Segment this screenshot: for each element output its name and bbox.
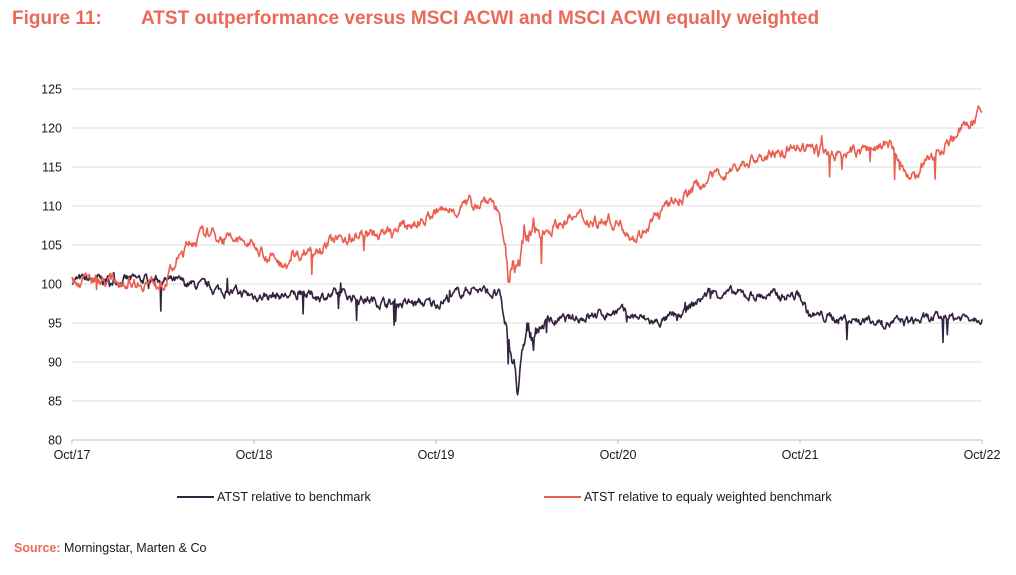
y-tick-label: 125 [41, 83, 62, 97]
legend-item-equal-weighted: ATST relative to equaly weighted benchma… [544, 490, 832, 504]
x-tick-label: Oct/21 [782, 448, 819, 462]
gridlines [72, 88, 982, 402]
x-tick-label: Oct/20 [600, 448, 637, 462]
y-tick-label: 80 [48, 434, 62, 448]
series-line-equal-weighted [71, 105, 983, 293]
source-note: Source: Morningstar, Marten & Co [14, 541, 206, 555]
figure-number: Figure 11: [12, 8, 102, 29]
legend-swatch-equal-weighted [544, 496, 581, 498]
y-axis-ticks: 80 85 90 95 100 105 110 115 120 125 [41, 83, 62, 448]
x-tick-label: Oct/18 [236, 448, 273, 462]
series-group [71, 105, 983, 396]
source-text: Morningstar, Marten & Co [64, 541, 207, 555]
x-tick-label: Oct/22 [964, 448, 1001, 462]
figure-title: Figure 11: ATST outperformance versus MSC… [12, 8, 819, 30]
source-label: Source: [14, 541, 61, 555]
y-tick-label: 105 [41, 239, 62, 253]
legend-label-equal-weighted: ATST relative to equaly weighted benchma… [584, 490, 832, 504]
x-tick-label: Oct/19 [418, 448, 455, 462]
y-tick-label: 90 [48, 356, 62, 370]
y-tick-label: 85 [48, 395, 62, 409]
x-axis: Oct/17 Oct/18 Oct/19 Oct/20 Oct/21 Oct/22 [54, 439, 1001, 462]
legend-item-benchmark: ATST relative to benchmark [177, 490, 371, 504]
series-line-benchmark [71, 271, 983, 396]
y-tick-label: 115 [42, 161, 62, 175]
y-tick-label: 110 [42, 200, 62, 214]
y-tick-label: 120 [41, 122, 62, 136]
y-tick-label: 95 [48, 317, 62, 331]
legend-swatch-benchmark [177, 496, 214, 498]
figure-title-text: ATST outperformance versus MSCI ACWI and… [141, 8, 820, 29]
x-tick-label: Oct/17 [54, 448, 91, 462]
legend-label-benchmark: ATST relative to benchmark [217, 490, 371, 504]
y-tick-label: 100 [41, 278, 62, 292]
